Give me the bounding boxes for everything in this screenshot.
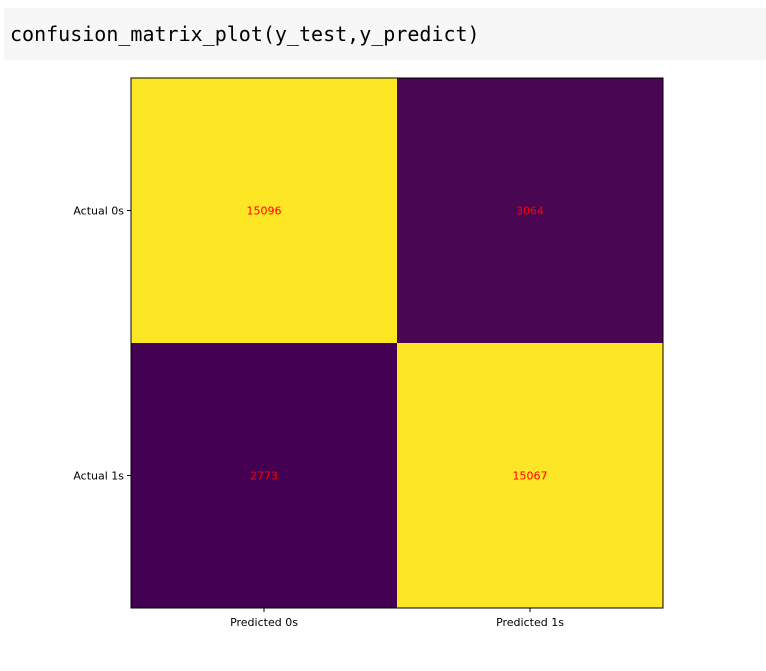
code-cell[interactable]: confusion_matrix_plot(y_test,y_predict): [4, 8, 766, 60]
y-tick-label: Actual 0s: [73, 205, 124, 218]
x-tick-label: Predicted 0s: [230, 616, 298, 629]
confusion-matrix-plot: 15096 3064 2773 15067 Actual 0s Actual 1s Pr…: [73, 77, 664, 629]
code-cell-source: confusion_matrix_plot(y_test,y_predict): [10, 22, 480, 46]
plot-frame: [130, 77, 664, 609]
cell-output: 15096 3064 2773 15067 Actual 0s Actual 1s Pr…: [0, 60, 766, 667]
heatmap-cell: [397, 343, 663, 608]
x-tick-label: Predicted 1s: [496, 616, 564, 629]
x-axis: Predicted 0s Predicted 1s: [230, 608, 564, 629]
cell-value-label: 15096: [247, 205, 282, 218]
cell-annotations: 15096 3064 2773 15067: [247, 205, 548, 483]
heatmap-cell: [397, 78, 663, 343]
cell-value-label: 3064: [516, 205, 544, 218]
heatmap-cell: [131, 343, 397, 608]
heatmap-cell: [131, 78, 397, 343]
y-axis: Actual 0s Actual 1s: [73, 205, 131, 483]
heatmap-cells: [131, 78, 663, 608]
cell-value-label: 15067: [513, 470, 548, 483]
cell-value-label: 2773: [250, 470, 278, 483]
y-tick-label: Actual 1s: [73, 470, 124, 483]
